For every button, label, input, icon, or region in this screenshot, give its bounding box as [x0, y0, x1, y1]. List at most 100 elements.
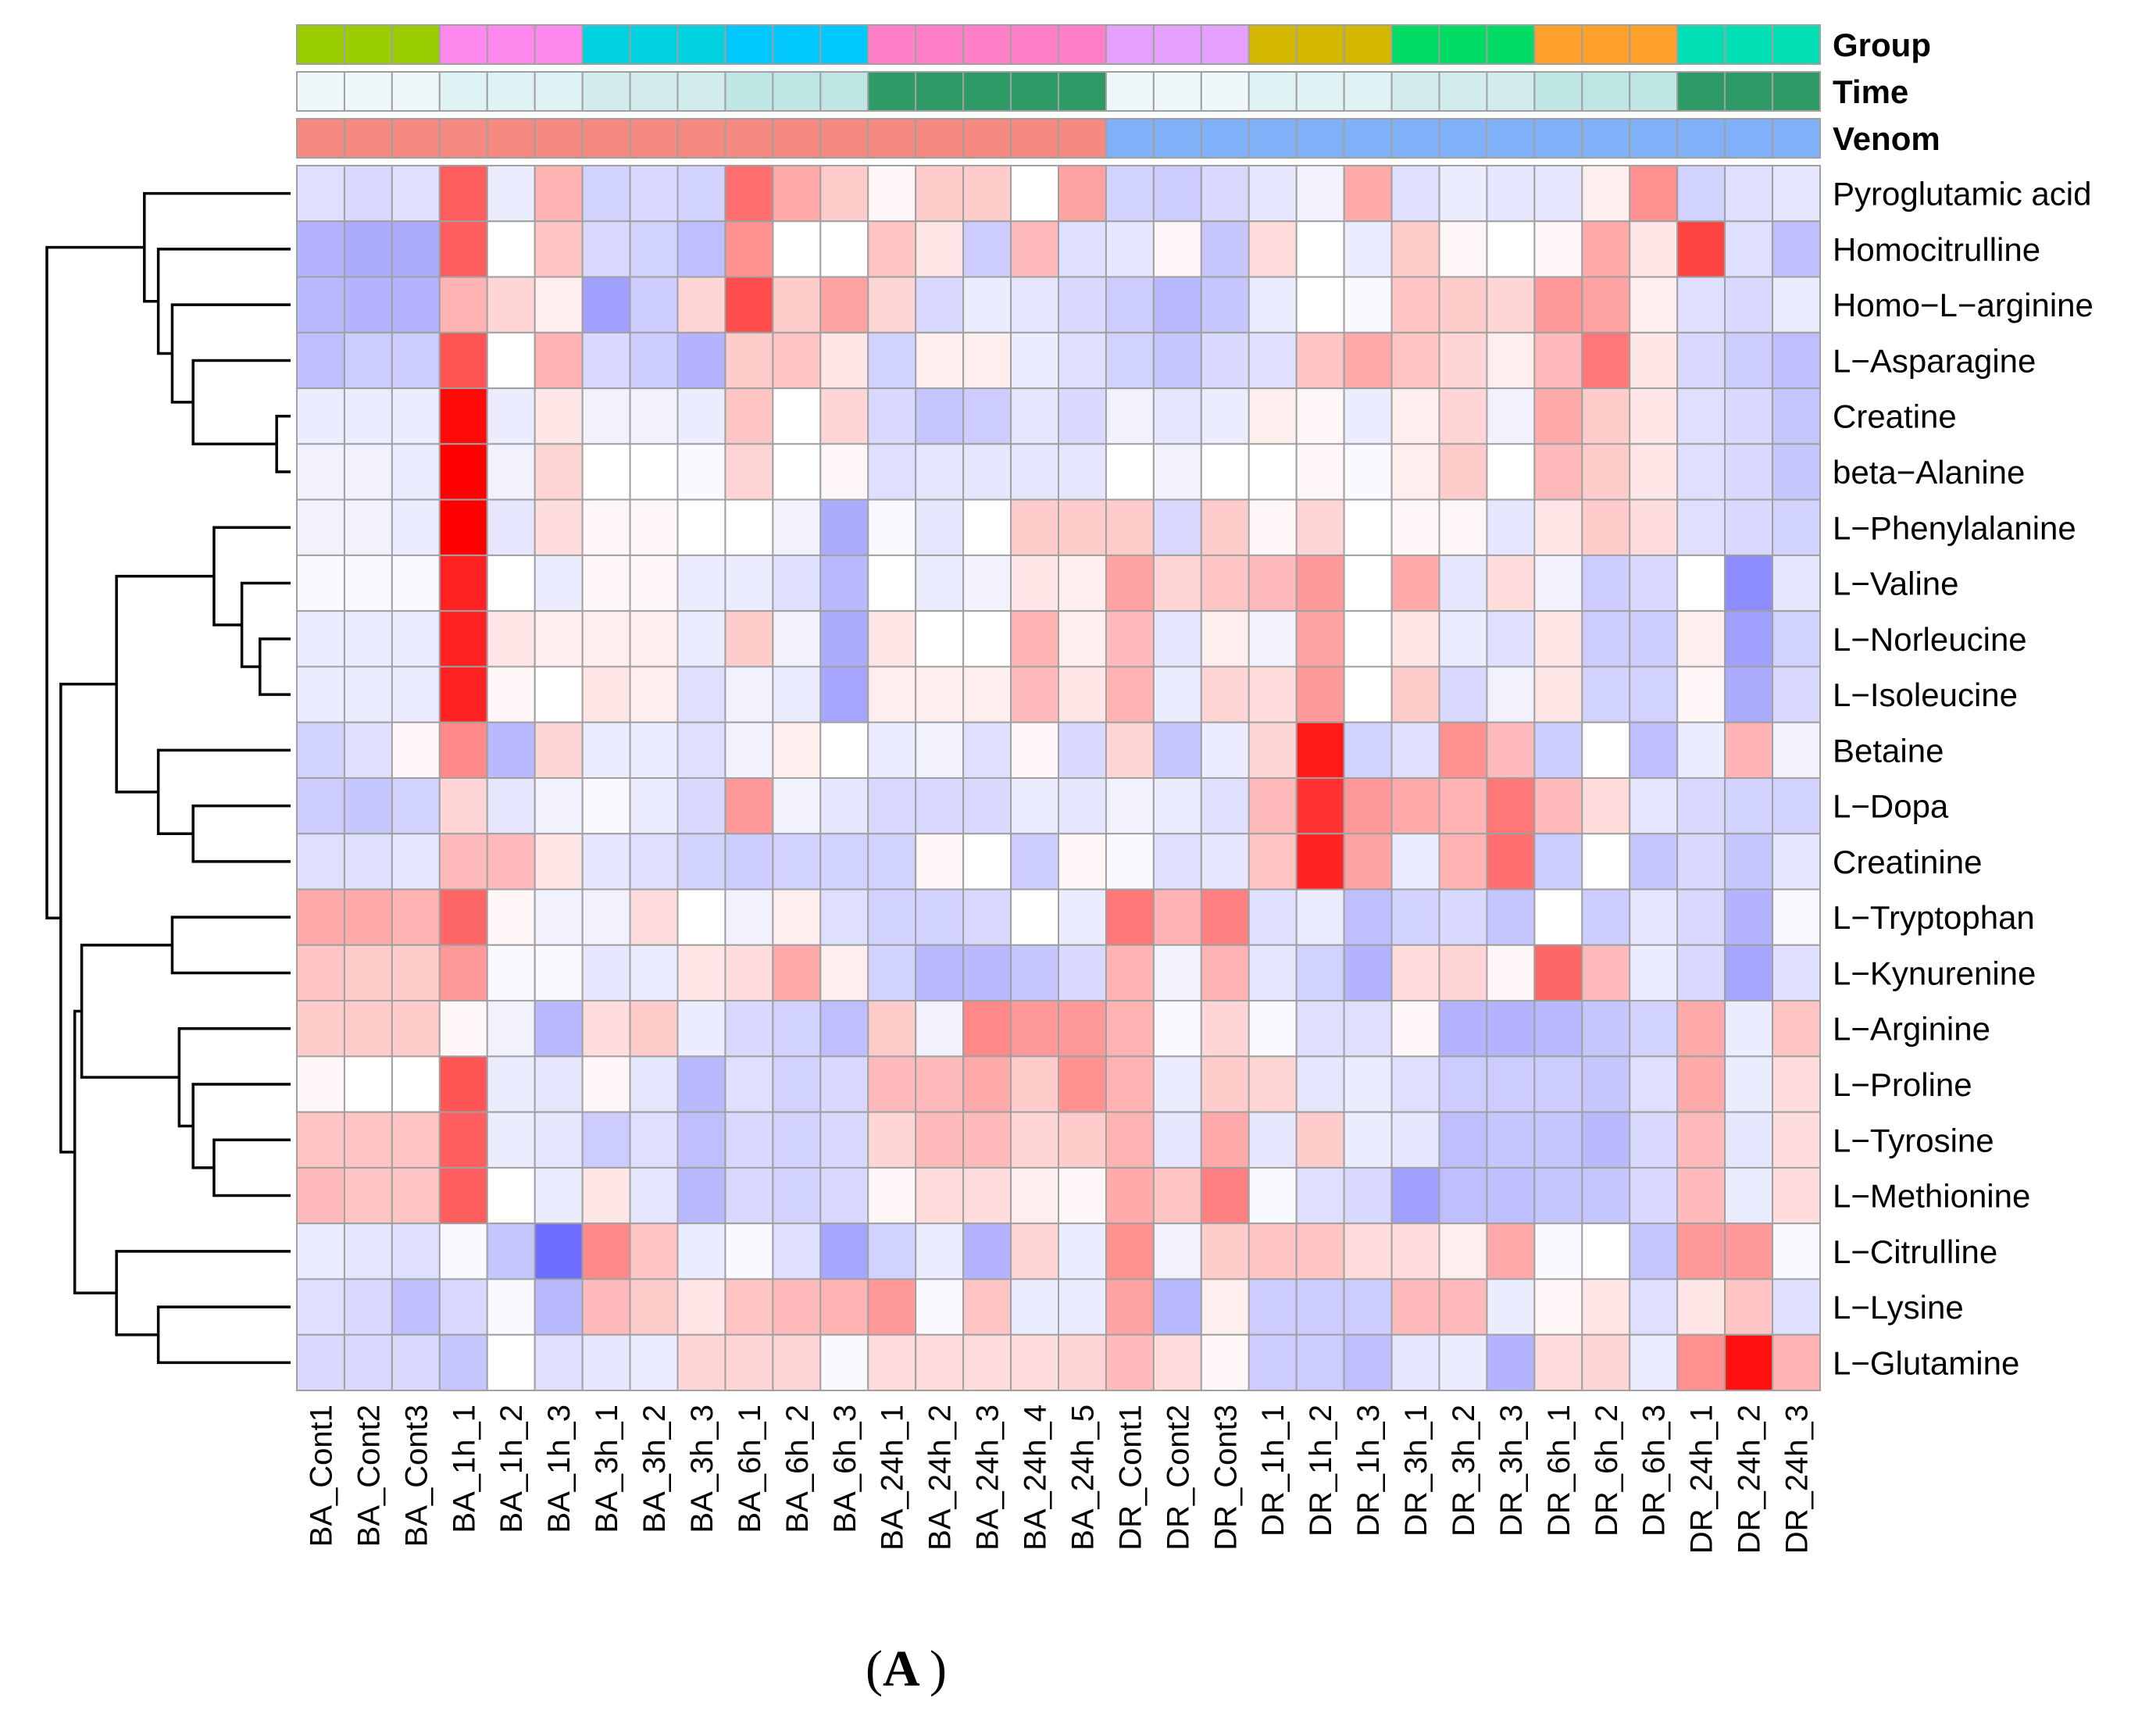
heatmap-cell [1772, 554, 1821, 612]
heatmap-cell [534, 165, 584, 223]
heatmap-cell [1772, 387, 1821, 445]
heatmap-cell [391, 1000, 441, 1058]
heatmap-cell [1295, 387, 1345, 445]
heatmap-cell [1343, 944, 1393, 1002]
heatmap-cell [343, 1333, 393, 1392]
heatmap-cell [486, 833, 536, 891]
heatmap-cell [1486, 554, 1536, 612]
heatmap-cell [772, 721, 822, 780]
heatmap-cell [915, 165, 965, 223]
heatmap-cell [296, 220, 345, 278]
group-annotation-cell [819, 24, 869, 65]
heatmap-cell [629, 220, 679, 278]
heatmap-cell [1295, 554, 1345, 612]
heatmap-cell [343, 888, 393, 946]
heatmap-cell [1486, 498, 1536, 556]
heatmap-cell [1295, 1223, 1345, 1280]
heatmap-cell [1724, 554, 1774, 612]
heatmap-cell [676, 666, 726, 723]
time-annotation-cell [629, 71, 679, 112]
heatmap-cell [343, 944, 393, 1002]
heatmap-cell [772, 165, 822, 223]
heatmap-cell [1058, 554, 1107, 612]
heatmap-cell [1486, 721, 1536, 780]
heatmap-cell [1248, 1166, 1298, 1225]
heatmap-cell [1105, 777, 1155, 835]
time-annotation-cell [1533, 71, 1583, 112]
heatmap-cell [1105, 1055, 1155, 1113]
heatmap-cell [1058, 888, 1107, 946]
heatmap-cell [486, 387, 536, 445]
heatmap-cell [296, 1223, 345, 1280]
heatmap-cell [1152, 1333, 1202, 1392]
heatmap-cell [1438, 220, 1488, 278]
heatmap-cell [1010, 610, 1059, 668]
heatmap-cell [1010, 777, 1059, 835]
heatmap-cell [1010, 498, 1059, 556]
dendrogram-branch [275, 414, 291, 473]
heatmap-cell [1486, 276, 1536, 334]
heatmap-cell [1486, 1000, 1536, 1058]
group-annotation-cell [343, 24, 393, 65]
heatmap-cell [1438, 1111, 1488, 1169]
heatmap-cell [534, 1111, 584, 1169]
heatmap-cell [1629, 888, 1679, 946]
time-annotation-cell [1486, 71, 1536, 112]
heatmap-cell [1200, 1278, 1250, 1336]
panel-label: A [883, 1640, 920, 1697]
heatmap-cell [629, 1333, 679, 1392]
heatmap-cell [1248, 498, 1298, 556]
heatmap-cell [438, 220, 488, 278]
heatmap-cell [391, 276, 441, 334]
venom-annotation-cell [1295, 118, 1345, 159]
heatmap-cell [438, 554, 488, 612]
venom-annotation-cell [629, 118, 679, 159]
heatmap-cell [819, 1055, 869, 1113]
heatmap-cell [1581, 554, 1631, 612]
heatmap-cell [581, 1000, 631, 1058]
heatmap-cell [1772, 833, 1821, 891]
heatmap-cell [1200, 610, 1250, 668]
group-annotation-cell [867, 24, 917, 65]
heatmap-cell [1772, 1111, 1821, 1169]
time-annotation-cell [772, 71, 822, 112]
heatmap-cell [1200, 276, 1250, 334]
column-label: BA_3h_1 [590, 1405, 624, 1533]
heatmap-cell [1724, 610, 1774, 668]
heatmap-cell [1105, 1000, 1155, 1058]
heatmap-cell [962, 165, 1012, 223]
heatmap-cell [581, 443, 631, 501]
column-label: DR_Cont1 [1113, 1405, 1148, 1551]
heatmap-cell [1486, 165, 1536, 223]
column-label: DR_24h_1 [1685, 1405, 1719, 1554]
heatmap-cell [1438, 1223, 1488, 1280]
annotation-labels: Group Time Venom [1833, 27, 1940, 157]
heatmap-cell [1058, 387, 1107, 445]
row-label: Homocitrulline [1833, 231, 2040, 268]
heatmap-cell [962, 1278, 1012, 1336]
heatmap-cell [867, 610, 917, 668]
heatmap-cell [915, 1166, 965, 1225]
heatmap-cell [1343, 721, 1393, 780]
panel-close-paren: ) [930, 1640, 947, 1697]
column-label: DR_1h_3 [1351, 1405, 1386, 1537]
heatmap-cell [1152, 721, 1202, 780]
heatmap-cell [867, 1333, 917, 1392]
time-annotation-cell [296, 71, 345, 112]
heatmap-cell [962, 331, 1012, 390]
heatmap-cell [819, 610, 869, 668]
heatmap-cell [1724, 944, 1774, 1002]
heatmap-cell [534, 1000, 584, 1058]
heatmap-cell [1152, 276, 1202, 334]
heatmap-cell [819, 331, 869, 390]
heatmap-cell [676, 833, 726, 891]
heatmap-cell [962, 220, 1012, 278]
heatmap-cell [676, 721, 726, 780]
heatmap-cell [1200, 944, 1250, 1002]
heatmap-cell [486, 443, 536, 501]
heatmap-cell [1629, 777, 1679, 835]
heatmap-cell [1629, 944, 1679, 1002]
column-label: BA_24h_4 [1019, 1405, 1053, 1551]
heatmap-cell [1343, 331, 1393, 390]
